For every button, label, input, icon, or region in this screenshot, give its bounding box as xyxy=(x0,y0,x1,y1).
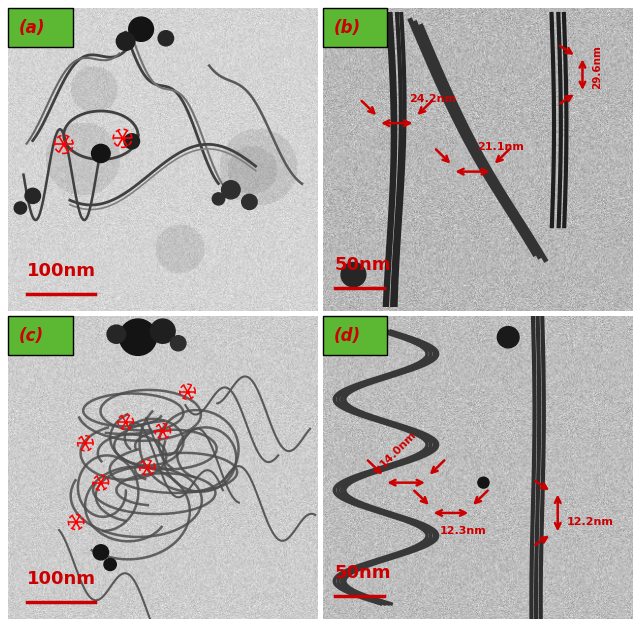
Circle shape xyxy=(14,202,27,214)
FancyBboxPatch shape xyxy=(8,8,73,48)
Circle shape xyxy=(478,477,489,488)
Text: (c): (c) xyxy=(19,327,44,345)
Circle shape xyxy=(129,17,154,41)
Circle shape xyxy=(341,263,366,287)
Circle shape xyxy=(107,325,125,343)
Circle shape xyxy=(170,335,186,351)
Circle shape xyxy=(104,559,116,571)
Circle shape xyxy=(25,188,40,203)
Circle shape xyxy=(120,319,157,356)
Text: 50nm: 50nm xyxy=(335,564,392,582)
FancyBboxPatch shape xyxy=(8,316,73,356)
Text: 21.1nm: 21.1nm xyxy=(477,142,524,152)
Text: 24.2nm: 24.2nm xyxy=(409,94,456,104)
Circle shape xyxy=(221,181,240,199)
Circle shape xyxy=(242,194,257,209)
Text: 12.3nm: 12.3nm xyxy=(440,526,487,536)
Circle shape xyxy=(124,134,140,149)
Circle shape xyxy=(92,144,110,162)
Circle shape xyxy=(93,545,109,560)
FancyBboxPatch shape xyxy=(323,8,387,48)
Circle shape xyxy=(116,32,135,50)
Text: 14.0nm: 14.0nm xyxy=(378,429,419,470)
Text: 12.2nm: 12.2nm xyxy=(567,517,614,527)
Text: (d): (d) xyxy=(333,327,360,345)
Circle shape xyxy=(158,31,173,46)
Text: 100nm: 100nm xyxy=(27,570,95,588)
Text: (a): (a) xyxy=(19,19,45,37)
Circle shape xyxy=(150,319,175,343)
FancyBboxPatch shape xyxy=(323,316,387,356)
Text: (b): (b) xyxy=(333,19,360,37)
Text: 100nm: 100nm xyxy=(27,262,95,280)
Circle shape xyxy=(212,193,225,205)
Text: 50nm: 50nm xyxy=(335,256,392,274)
Circle shape xyxy=(497,327,519,348)
Text: 29.6nm: 29.6nm xyxy=(592,45,602,89)
